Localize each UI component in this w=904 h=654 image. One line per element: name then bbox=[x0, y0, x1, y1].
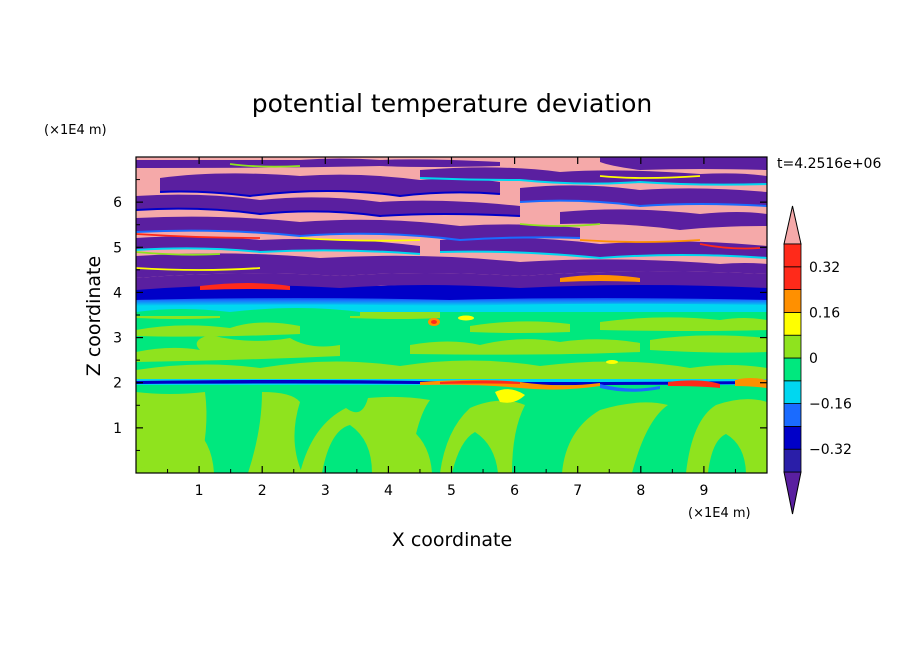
y-tick-label: 3 bbox=[113, 331, 122, 347]
colorbar-tick-label: −0.32 bbox=[809, 442, 852, 458]
x-axis-ticks: 1 2 3 4 5 6 7 8 9 bbox=[167, 157, 736, 499]
colorbar-tick-label: 0 bbox=[809, 351, 818, 367]
y-tick-label: 4 bbox=[113, 285, 122, 301]
x-tick-label: 7 bbox=[573, 483, 582, 499]
x-tick-label: 6 bbox=[510, 483, 519, 499]
colorbar-extend-low bbox=[783, 471, 802, 515]
y-tick-label: 1 bbox=[113, 421, 122, 437]
x-tick-label: 2 bbox=[258, 483, 267, 499]
x-axis-title: X coordinate bbox=[392, 529, 512, 551]
chart-title: potential temperature deviation bbox=[252, 89, 652, 118]
contour-field bbox=[136, 157, 767, 473]
x-tick-label: 9 bbox=[699, 483, 708, 499]
y-unit-label: (×1E4 m) bbox=[44, 123, 107, 138]
x-tick-label: 3 bbox=[321, 483, 330, 499]
x-tick-label: 5 bbox=[447, 483, 456, 499]
colorbar-tick-label: 0.16 bbox=[809, 305, 840, 321]
colorbar-extend-high bbox=[783, 205, 802, 245]
time-label: t=4.2516e+06 bbox=[777, 156, 881, 172]
colorbar-segment bbox=[783, 243, 802, 268]
colorbar-segment bbox=[783, 289, 802, 313]
colorbar-segment bbox=[783, 266, 802, 290]
x-unit-label: (×1E4 m) bbox=[688, 506, 751, 521]
colorbar-segment bbox=[783, 425, 802, 450]
colorbar-segment bbox=[783, 380, 802, 404]
y-tick-label: 5 bbox=[113, 240, 122, 256]
colorbar-tick-label: −0.16 bbox=[809, 397, 852, 413]
colorbar-tick-label: 0.32 bbox=[809, 260, 840, 276]
colorbar: 0.32 0.16 0 −0.16 −0.32 bbox=[783, 205, 852, 515]
y-axis-title: Z coordinate bbox=[83, 256, 105, 376]
colorbar-segment bbox=[783, 334, 802, 359]
colorbar-segment bbox=[783, 403, 802, 427]
y-axis-ticks: 1 2 3 4 5 6 bbox=[113, 179, 767, 451]
colorbar-segment bbox=[783, 448, 802, 473]
colorbar-segment bbox=[783, 357, 802, 382]
y-tick-label: 2 bbox=[113, 376, 122, 392]
y-tick-label: 6 bbox=[113, 195, 122, 211]
colorbar-segment bbox=[783, 311, 802, 336]
x-tick-label: 8 bbox=[636, 483, 645, 499]
x-tick-label: 1 bbox=[195, 483, 204, 499]
x-tick-label: 4 bbox=[384, 483, 393, 499]
